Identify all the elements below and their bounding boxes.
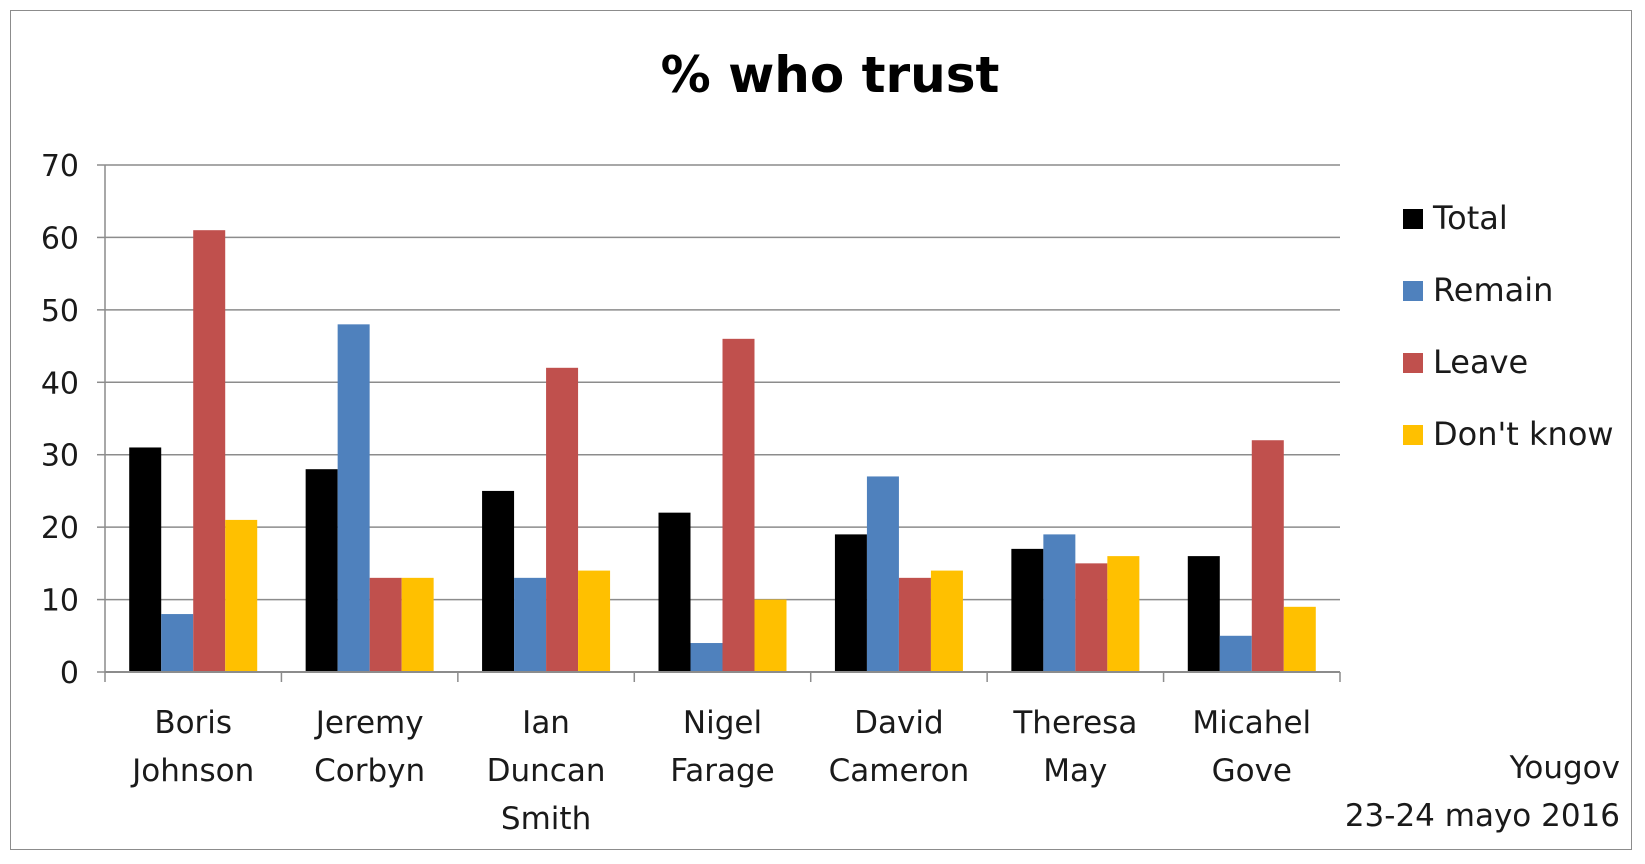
y-tick-label: 20 [41, 511, 79, 546]
legend-swatch [1403, 281, 1423, 301]
gridlines [97, 164, 1340, 673]
x-category-label: Gove [1212, 753, 1292, 789]
bar-remain-1 [337, 324, 370, 672]
bar-don-t-know-4 [930, 570, 963, 672]
x-category-label: Micahel [1192, 705, 1311, 741]
bar-remain-2 [514, 577, 547, 672]
bar-total-2 [482, 490, 515, 672]
bar-remain-5 [1043, 534, 1076, 672]
bar-leave-2 [546, 367, 579, 672]
x-category-label: Farage [670, 753, 774, 789]
x-category-label: Corbyn [314, 753, 425, 789]
x-category-label: David [854, 705, 944, 741]
legend-label: Leave [1433, 343, 1528, 381]
bar-don-t-know-3 [754, 599, 787, 672]
bar-leave-4 [898, 577, 931, 672]
bar-don-t-know-0 [225, 519, 258, 672]
x-category-label: Johnson [130, 753, 254, 789]
y-tick-label: 70 [41, 149, 79, 184]
bars [129, 230, 1316, 672]
legend-swatch [1403, 209, 1423, 229]
bar-remain-0 [161, 614, 194, 672]
x-category-label: Duncan [487, 753, 606, 789]
bar-leave-0 [193, 230, 226, 672]
legend-label: Remain [1433, 271, 1553, 309]
legend-swatch [1403, 425, 1423, 445]
bar-leave-6 [1251, 440, 1284, 672]
x-category-label: Smith [501, 801, 591, 837]
bar-total-4 [834, 534, 867, 672]
bar-total-3 [658, 512, 691, 672]
bar-don-t-know-1 [401, 577, 434, 672]
chart-title: % who trust [661, 46, 1000, 104]
x-category-label: Theresa [1012, 705, 1137, 741]
x-category-label: Cameron [829, 753, 970, 789]
bar-remain-4 [866, 476, 899, 672]
x-category-label: Boris [154, 705, 232, 741]
bar-remain-3 [690, 643, 723, 672]
x-category-label: May [1043, 753, 1107, 789]
y-tick-label: 10 [41, 584, 79, 619]
bar-leave-5 [1075, 563, 1108, 672]
x-axis [104, 165, 1341, 682]
bar-total-1 [305, 469, 338, 672]
y-tick-label: 0 [60, 656, 79, 691]
bar-leave-3 [722, 338, 755, 672]
bar-don-t-know-5 [1107, 556, 1140, 672]
bar-remain-6 [1219, 635, 1252, 672]
y-axis-ticks: 0 10 20 30 40 50 60 70 [41, 149, 79, 691]
legend: Total Remain Leave Don't know [1403, 199, 1614, 453]
source-name: Yougov [1509, 750, 1620, 786]
chart-frame [10, 10, 1632, 850]
source-date: 23-24 mayo 2016 [1345, 798, 1620, 834]
legend-label: Don't know [1433, 415, 1614, 453]
bar-don-t-know-2 [578, 570, 611, 672]
bar-total-5 [1011, 548, 1044, 672]
x-category-label: Nigel [683, 705, 762, 741]
y-tick-label: 40 [41, 366, 79, 401]
bar-don-t-know-6 [1283, 606, 1316, 672]
x-category-label: Jeremy [314, 705, 424, 741]
legend-label: Total [1432, 199, 1508, 237]
y-tick-label: 30 [41, 439, 79, 474]
bar-leave-1 [369, 577, 402, 672]
y-tick-label: 50 [41, 294, 79, 329]
x-axis-labels: Boris Johnson Jeremy Corbyn Ian Duncan Smith Ni… [130, 705, 1311, 837]
bar-total-6 [1187, 556, 1220, 672]
bar-total-0 [129, 447, 162, 672]
x-category-label: Ian [522, 705, 570, 741]
y-tick-label: 60 [41, 221, 79, 256]
legend-swatch [1403, 353, 1423, 373]
